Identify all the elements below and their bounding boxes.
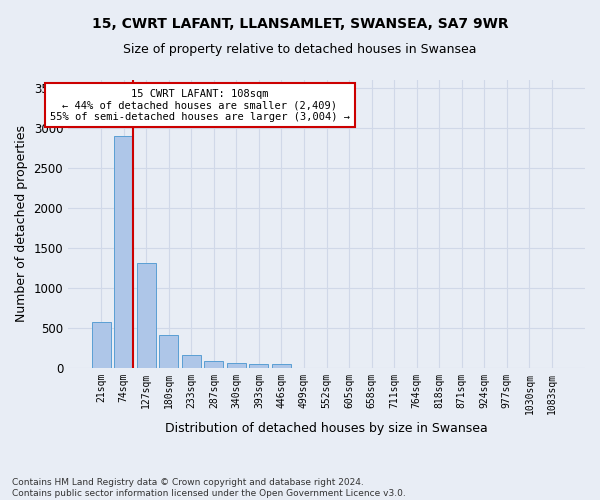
Bar	[227, 363, 246, 368]
Bar	[250, 364, 268, 368]
Text: Size of property relative to detached houses in Swansea: Size of property relative to detached ho…	[123, 42, 477, 56]
Text: 15, CWRT LAFANT, LLANSAMLET, SWANSEA, SA7 9WR: 15, CWRT LAFANT, LLANSAMLET, SWANSEA, SA…	[92, 18, 508, 32]
Y-axis label: Number of detached properties: Number of detached properties	[15, 126, 28, 322]
Bar	[182, 356, 201, 368]
Bar	[272, 364, 291, 368]
Bar	[114, 136, 133, 368]
Bar	[137, 263, 156, 368]
Bar	[92, 322, 110, 368]
Bar	[204, 361, 223, 368]
Bar	[159, 335, 178, 368]
Text: 15 CWRT LAFANT: 108sqm
← 44% of detached houses are smaller (2,409)
55% of semi-: 15 CWRT LAFANT: 108sqm ← 44% of detached…	[50, 88, 350, 122]
X-axis label: Distribution of detached houses by size in Swansea: Distribution of detached houses by size …	[165, 422, 488, 435]
Text: Contains HM Land Registry data © Crown copyright and database right 2024.
Contai: Contains HM Land Registry data © Crown c…	[12, 478, 406, 498]
